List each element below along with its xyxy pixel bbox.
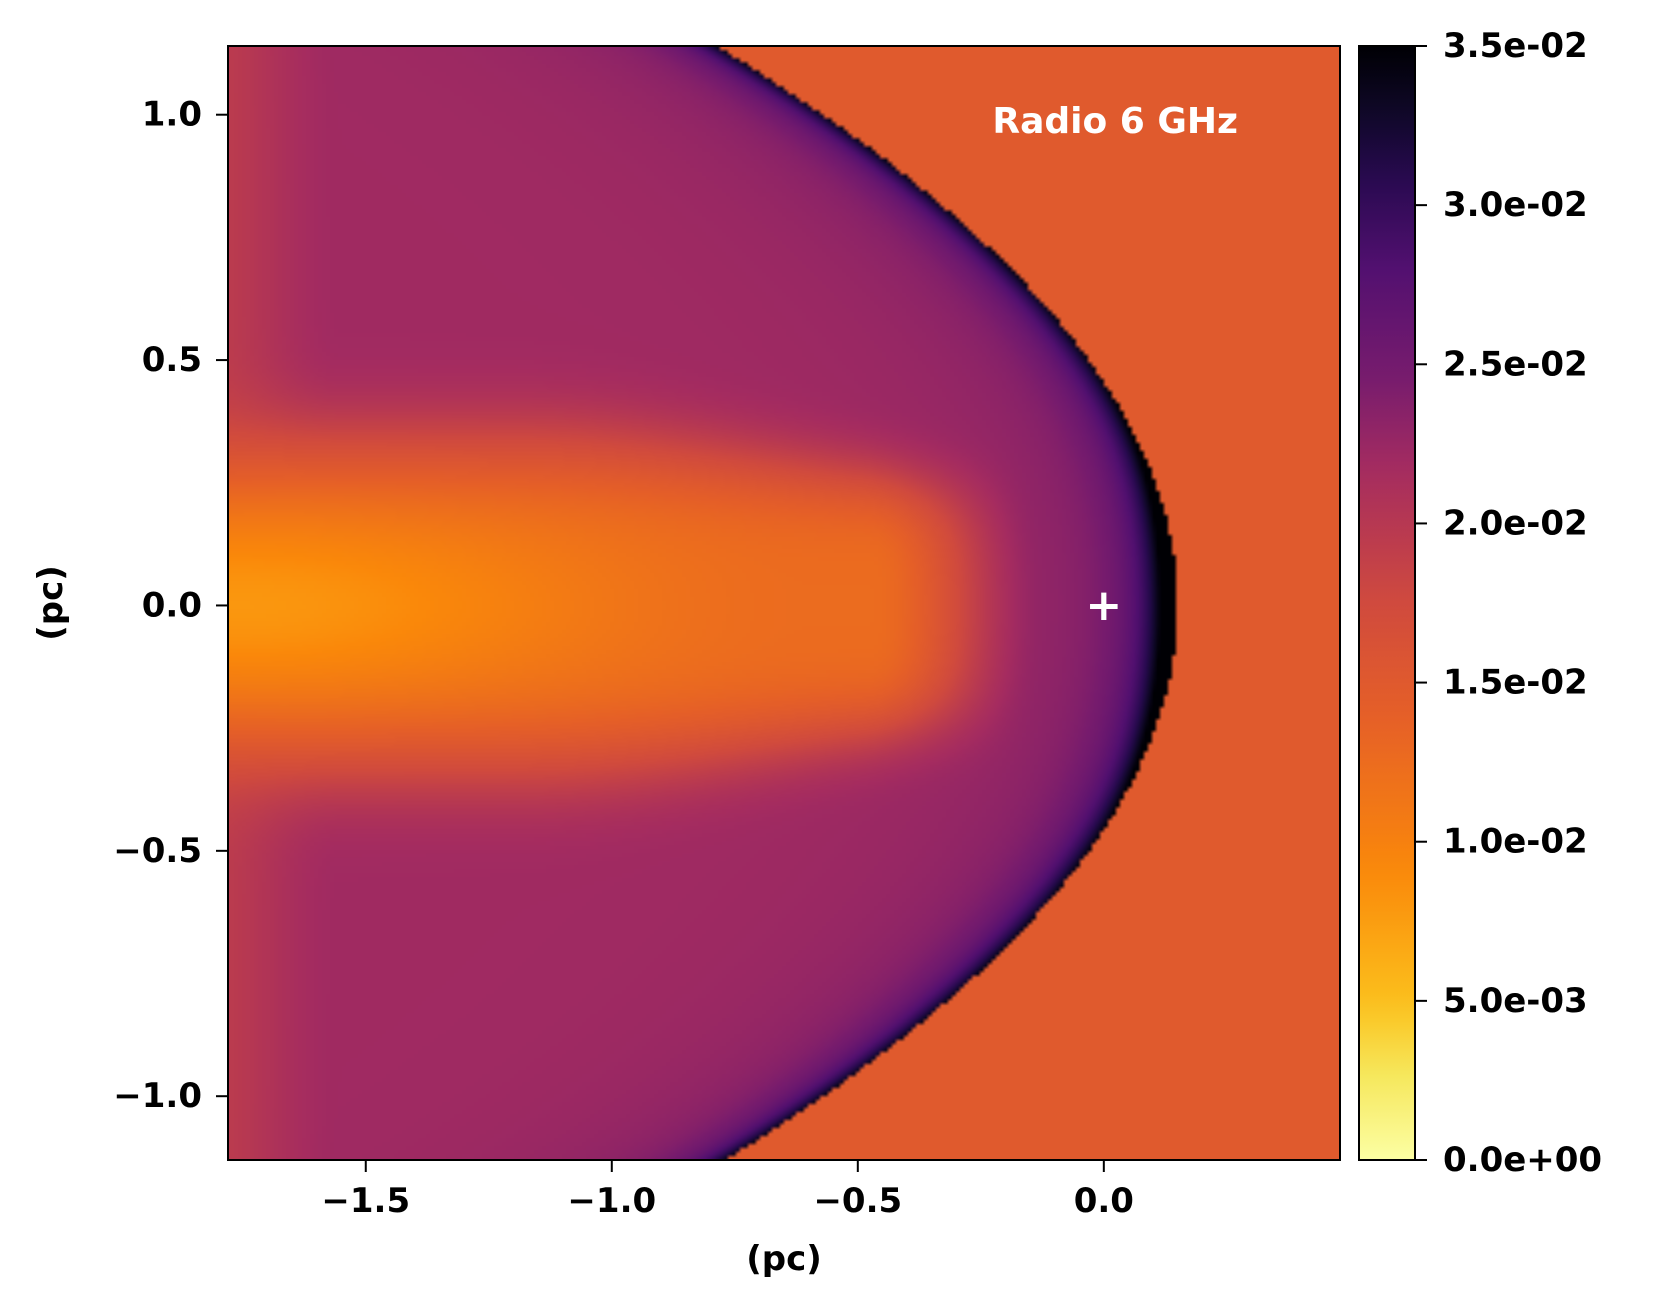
y-tick-label: 0.0 [142, 585, 202, 625]
annotation-label: Radio 6 GHz [992, 101, 1238, 142]
y-tick-label: 1.0 [142, 95, 202, 135]
colorbar: 0.0e+00 5.0e-03 1.0e-02 1.5e-02 2.0e-02 2.5e-… [1358, 26, 1602, 1180]
source-marker: + [1085, 580, 1122, 631]
x-tick-label: −1.0 [567, 1181, 656, 1221]
colorbar-tick-label: 2.5e-02 [1443, 344, 1588, 384]
colorbar-frame [1358, 45, 1416, 1161]
colorbar-tick-label: 2.0e-02 [1443, 503, 1588, 543]
heatmap-image [228, 46, 1340, 1160]
colorbar-tick-label: 1.0e-02 [1443, 822, 1588, 862]
colorbar-tick-label: 3.0e-02 [1443, 185, 1588, 225]
x-axis-label: (pc) [746, 1239, 822, 1279]
x-tick-label: −1.5 [321, 1181, 410, 1221]
colorbar-tick-label: 1.5e-02 [1443, 663, 1588, 703]
colorbar-tick-label: 0.0e+00 [1443, 1140, 1602, 1180]
colorbar-tick-label: 3.5e-02 [1443, 26, 1588, 66]
plot-area: + Radio 6 GHz [227, 45, 1341, 1161]
plot-frame [227, 45, 1341, 1161]
x-tick-label: 0.0 [1074, 1181, 1134, 1221]
y-tick-label: −1.0 [113, 1076, 202, 1116]
colorbar-gradient [1359, 46, 1415, 1160]
colorbar-tick-label: 5.0e-03 [1443, 981, 1588, 1021]
x-tick-label: −0.5 [813, 1181, 902, 1221]
y-tick-label: −0.5 [113, 831, 202, 871]
y-tick-label: 0.5 [142, 340, 202, 380]
x-axis: −1.5 −1.0 −0.5 0.0 [321, 1160, 1134, 1221]
y-axis: −1.0 −0.5 0.0 0.5 1.0 [113, 95, 228, 1116]
y-axis-label: (pc) [31, 565, 71, 641]
